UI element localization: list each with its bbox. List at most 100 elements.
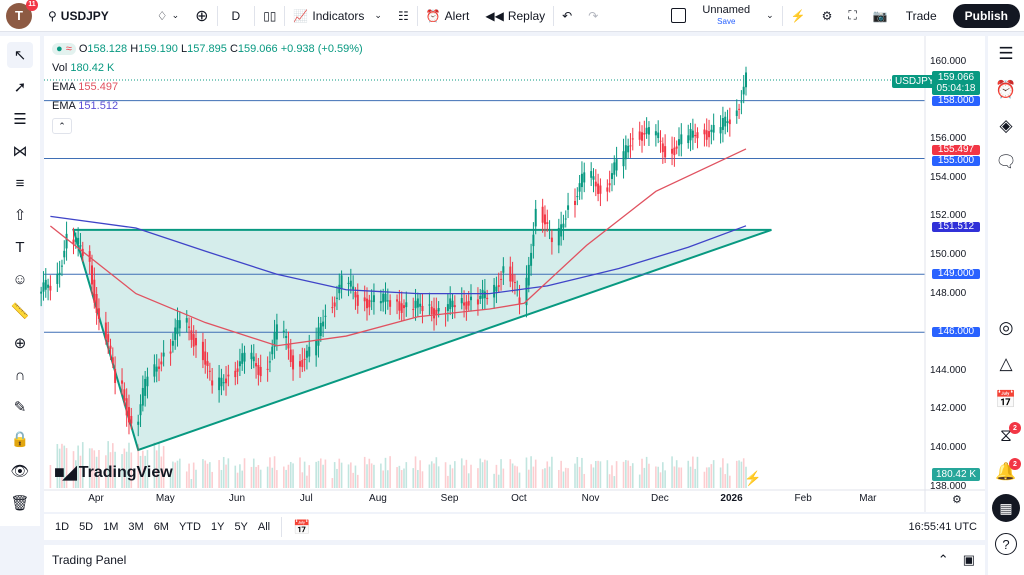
icons-tool[interactable]: ☺ [7,266,33,292]
volume-bar [58,448,61,488]
goto-date-icon[interactable]: 📅 [293,518,311,535]
text-tool[interactable]: T [7,234,33,260]
alert-button[interactable]: ⏰ Alert [418,2,478,30]
user-avatar[interactable]: T 11 [6,0,38,29]
redo-button[interactable]: ↷ [580,2,606,30]
layout-checkbox[interactable] [663,2,694,30]
layout-dropdown[interactable]: ⌄ [758,2,782,30]
candle-body [691,130,694,138]
volume-label: Vol [52,62,68,74]
grid-icon: ☷ [397,8,409,23]
quick-search-button[interactable]: ⚡ [783,2,814,30]
time-tick: Jul [299,493,313,504]
fullscreen-button[interactable]: ⛶ [840,2,864,30]
products-button[interactable]: ▦ [988,490,1024,526]
object-tree-button[interactable]: ◈ [988,108,1024,144]
interval-button[interactable]: D [231,8,241,23]
magnet-tool[interactable]: ∩ [7,362,33,388]
compare-symbol-button[interactable]: ⊕ [187,2,216,30]
volume-bar [578,466,581,488]
volume-bar [340,462,343,488]
publish-button[interactable]: Publish [952,3,1020,28]
draw-mode-tool[interactable]: ✎ [7,394,33,420]
axis-settings-icon[interactable]: ⚙ [952,494,962,506]
lightning-icon[interactable]: ⚡ [744,470,762,486]
ema-fast-legend[interactable]: EMA 155.497 [52,78,363,97]
chevron-up-icon[interactable]: ⌃ [937,552,949,567]
candle-body [49,285,52,291]
tf-3m[interactable]: 3M [128,521,144,533]
candle-body [153,364,156,377]
trading-panel-tab[interactable]: Trading Panel [52,553,127,567]
volume-legend[interactable]: Vol 180.42 K [52,59,363,78]
snapshot-button[interactable]: 📷 [865,2,896,30]
replay-button[interactable]: ◀◀ Replay [477,2,553,30]
delete-tool[interactable]: 🗑 [7,490,33,516]
layouts-button[interactable]: ☷ [390,2,417,30]
trendline-tool[interactable]: ➚ [7,74,33,100]
chart-type-button[interactable]: ▯▯ [255,2,284,30]
tf-1y[interactable]: 1Y [210,521,225,533]
candle-body [211,380,214,386]
candle-body [162,352,165,357]
ema-slow-price-label: 151.512 [932,221,980,232]
hide-tool[interactable]: 👁 [7,458,33,484]
candle-body [745,72,748,88]
watchlist-button[interactable]: ☰ [988,36,1024,72]
candle-body [188,326,191,328]
pattern-tool[interactable]: ⋈ [7,138,33,164]
arrow-up-icon: ⇧ [13,207,27,224]
symbol-type-dropdown[interactable]: ♢ ⌄ [149,2,187,30]
volume-bar [470,464,472,488]
trade-button[interactable]: Trade [905,8,937,23]
tf-1d[interactable]: 1D [55,521,70,533]
settings-button[interactable]: ⚙ [814,2,841,30]
zoom-tool[interactable]: ⊕ [7,330,33,356]
candle-body [354,292,357,298]
maximize-panel-icon[interactable]: ▣ [962,552,975,567]
candle-body [298,361,301,367]
indicators-button[interactable]: 📈 Indicators ⌄ [285,2,390,30]
help-button[interactable]: ? [988,526,1024,562]
volume-bar [88,448,91,488]
news-button[interactable]: ⧖ 2 [988,418,1024,454]
ruler-icon: 📏 [10,303,30,320]
forecast-tool[interactable]: ≡ [7,170,33,196]
tf-ytd[interactable]: YTD [178,521,201,533]
calendar-button[interactable]: 📅 [988,382,1024,418]
volume-bar [276,470,278,488]
layout-name-button[interactable]: Unnamed Save [694,2,758,30]
alerts-panel-button[interactable]: ⏰ [988,72,1024,108]
candle-body [483,291,486,299]
candle-body [643,133,646,135]
shapes-tool[interactable]: ⇧ [7,202,33,228]
undo-button[interactable]: ↶ [554,2,580,30]
ideas-button[interactable]: △ [988,346,1024,382]
tf-all[interactable]: All [257,521,271,533]
clock[interactable]: 16:55:41 UTC [908,521,977,533]
tf-6m[interactable]: 6M [153,521,169,533]
tf-5y[interactable]: 5Y [234,521,248,533]
top-toolbar: T 11 ⚲ USDJPY ♢ ⌄ ⊕ D ▯▯ 📈 Indicators ⌄ ☷ ⏰ Al… [0,0,1024,32]
symbol-search[interactable]: ⚲ USDJPY [40,2,149,30]
candle-body [657,132,660,139]
collapse-legend-button[interactable]: ⌃ [52,118,72,134]
notifications-button[interactable]: 🔔 2 [988,454,1024,490]
volume-bar [299,457,301,488]
chats-button[interactable]: 🗨 [988,144,1024,180]
candle-body [493,284,496,298]
tradingview-logo[interactable]: ■◢ TradingView [54,462,173,483]
screener-button[interactable]: ◎ [988,310,1024,346]
measure-tool[interactable]: 📏 [7,298,33,324]
lock-tool[interactable]: 🔒 [7,426,33,452]
ema-slow-legend[interactable]: EMA 151.512 [52,97,363,116]
tf-5d[interactable]: 5D [79,521,94,533]
fib-tool[interactable]: ☰ [7,106,33,132]
cursor-tool[interactable]: ↖ [7,42,33,68]
alarm-clock-icon: ⏰ [995,80,1017,99]
volume-bar [544,468,546,488]
tf-1m[interactable]: 1M [103,521,119,533]
candle-body [606,187,609,192]
volume-bar [511,463,514,488]
